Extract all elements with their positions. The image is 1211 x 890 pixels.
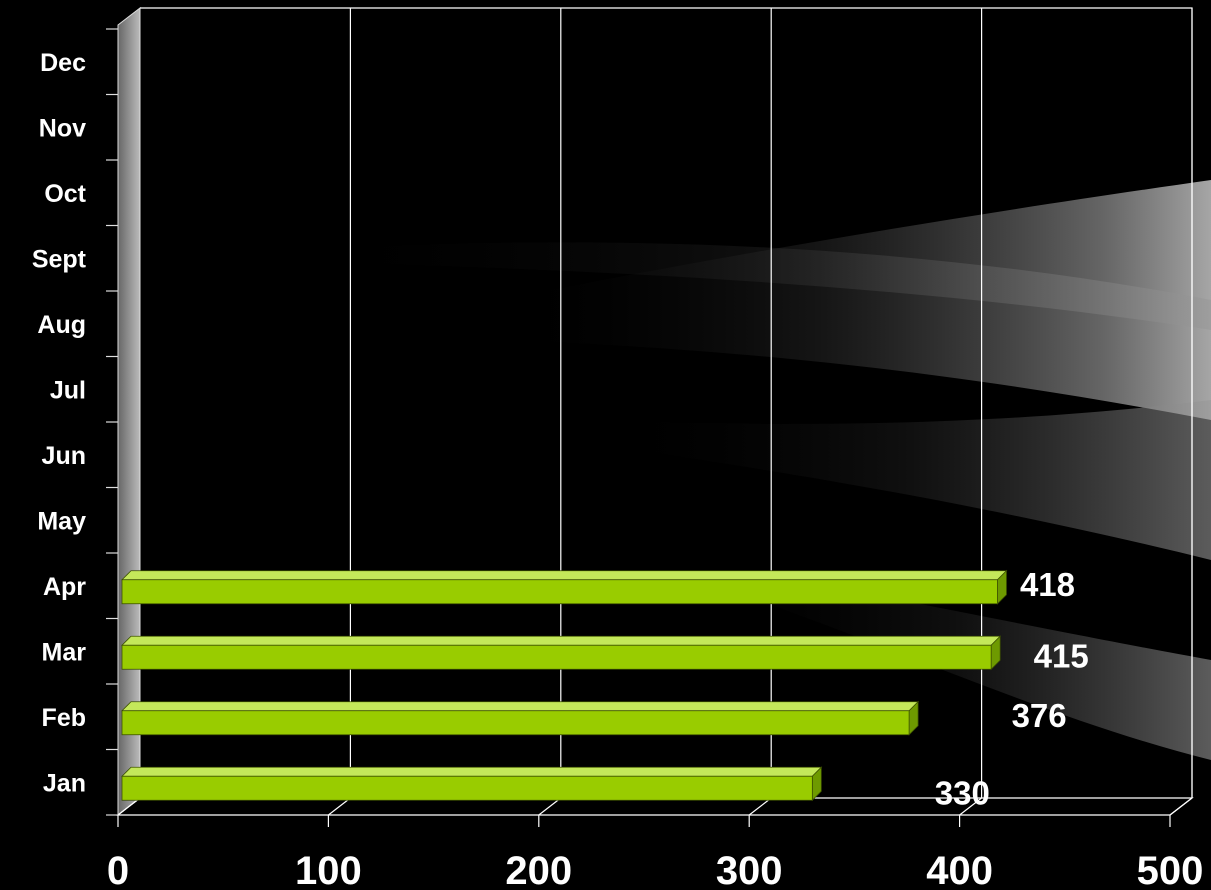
category-label: Jan [43,769,86,797]
category-label: Feb [42,704,86,732]
category-label: Sept [32,245,87,273]
bar-front [121,644,992,670]
category-label: Jun [42,442,86,470]
bar-top [121,570,1008,581]
category-label: Jul [50,376,86,404]
category-label: Apr [43,573,86,601]
bars [121,569,1008,802]
bar-top [121,766,823,777]
floor-gridline [538,797,562,816]
floor-gridline [117,797,141,816]
tick-label: 500 [1137,849,1204,890]
category-label: Oct [44,180,86,208]
data-label: 415 [1034,637,1089,674]
data-labels: 330 376 415 418 [935,566,1089,812]
bar-jan [121,766,823,802]
bar-mar [121,635,1002,671]
floor-gridline [959,797,982,816]
tick-label: 400 [926,849,993,890]
left-wall [117,6,141,817]
bar-front [121,710,910,736]
value-axis: 0 100 200 300 400 500 [107,849,1204,890]
data-label: 418 [1020,566,1075,603]
bar-apr [121,569,1008,605]
category-label: Mar [42,638,87,666]
data-label: 330 [935,774,990,811]
category-label: May [37,507,86,535]
floor-gridline [1169,797,1193,816]
category-label: Dec [40,49,86,77]
bar-front [121,579,998,605]
tick-label: 300 [716,849,783,890]
data-label: 376 [1012,697,1067,734]
bar-feb [121,700,920,736]
category-axis: Jan Feb Mar Apr May Jun Jul Aug Sept Oct Nov Dec [32,49,87,798]
tick-label: 0 [107,849,129,890]
tick-label: 200 [505,849,572,890]
floor-gridline [748,797,772,816]
floor-gridline [328,797,351,816]
category-label: Aug [37,311,86,339]
bar-top [121,701,920,712]
bar-front [121,775,813,801]
bar-top [121,635,1002,646]
tick-label: 100 [295,849,362,890]
category-label: Nov [39,114,86,142]
